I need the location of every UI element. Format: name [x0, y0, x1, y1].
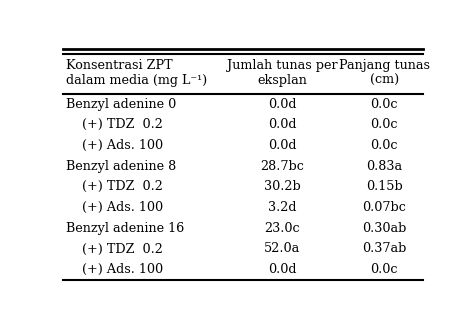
Text: (+) TDZ  0.2: (+) TDZ 0.2 [66, 180, 163, 193]
Text: 0.0d: 0.0d [268, 139, 297, 152]
Text: 0.0c: 0.0c [371, 97, 398, 111]
Text: 0.0c: 0.0c [371, 139, 398, 152]
Text: 28.7bc: 28.7bc [261, 160, 304, 173]
Text: 0.0c: 0.0c [371, 118, 398, 131]
Text: 0.37ab: 0.37ab [362, 242, 407, 256]
Text: 52.0a: 52.0a [264, 242, 301, 256]
Text: Panjang tunas
(cm): Panjang tunas (cm) [339, 59, 430, 87]
Text: Benzyl adenine 8: Benzyl adenine 8 [66, 160, 176, 173]
Text: 0.15b: 0.15b [366, 180, 403, 193]
Text: Jumlah tunas per
eksplan: Jumlah tunas per eksplan [227, 59, 338, 87]
Text: 0.30ab: 0.30ab [362, 222, 407, 235]
Text: 0.0d: 0.0d [268, 263, 297, 276]
Text: 0.0c: 0.0c [371, 263, 398, 276]
Text: 3.2d: 3.2d [268, 201, 297, 214]
Text: 0.07bc: 0.07bc [363, 201, 406, 214]
Text: Benzyl adenine 0: Benzyl adenine 0 [66, 97, 176, 111]
Text: Benzyl adenine 16: Benzyl adenine 16 [66, 222, 184, 235]
Text: 0.83a: 0.83a [366, 160, 402, 173]
Text: (+) Ads. 100: (+) Ads. 100 [66, 139, 163, 152]
Text: (+) TDZ  0.2: (+) TDZ 0.2 [66, 118, 163, 131]
Text: 0.0d: 0.0d [268, 118, 297, 131]
Text: 0.0d: 0.0d [268, 97, 297, 111]
Text: (+) TDZ  0.2: (+) TDZ 0.2 [66, 242, 163, 256]
Text: 23.0c: 23.0c [264, 222, 300, 235]
Text: Konsentrasi ZPT
dalam media (mg L⁻¹): Konsentrasi ZPT dalam media (mg L⁻¹) [66, 59, 207, 87]
Text: (+) Ads. 100: (+) Ads. 100 [66, 263, 163, 276]
Text: (+) Ads. 100: (+) Ads. 100 [66, 201, 163, 214]
Text: 30.2b: 30.2b [264, 180, 301, 193]
